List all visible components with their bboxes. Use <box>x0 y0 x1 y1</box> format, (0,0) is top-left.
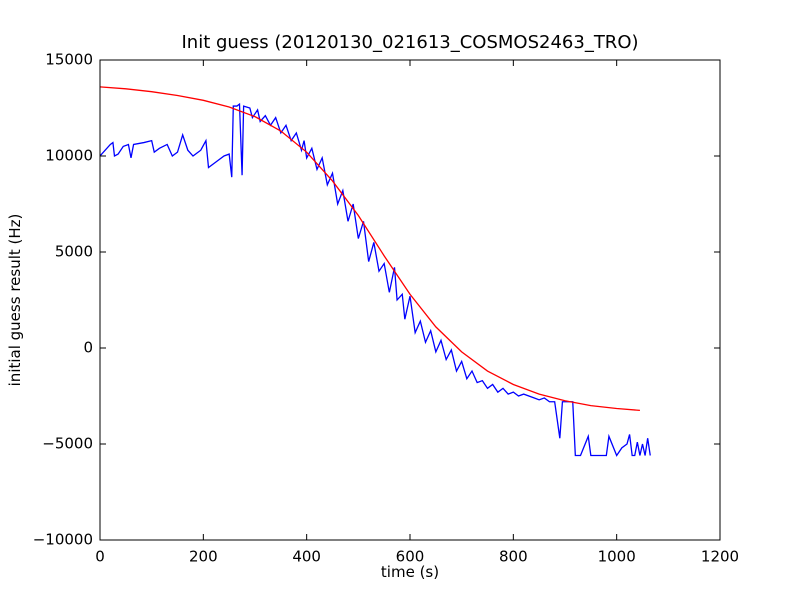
y-tick-label: −5000 <box>42 435 93 453</box>
plot-frame <box>99 59 721 541</box>
x-tick-label: 400 <box>292 548 321 566</box>
chart-title: Init guess (20120130_021613_COSMOS2463_T… <box>181 32 638 53</box>
y-axis-label: initial guess result (Hz) <box>6 214 24 387</box>
x-tick-label: 1200 <box>701 548 739 566</box>
y-tick-label: 15000 <box>45 51 93 69</box>
x-tick-label: 1000 <box>598 548 636 566</box>
x-tick-label: 200 <box>189 548 218 566</box>
x-tick-label: 0 <box>95 548 105 566</box>
x-axis-label: time (s) <box>381 563 439 581</box>
y-tick-label: 0 <box>83 339 93 357</box>
data-line <box>100 86 640 412</box>
y-tick-label: −10000 <box>33 531 93 549</box>
x-tick-label: 600 <box>396 548 425 566</box>
y-tick-label: 10000 <box>45 147 93 165</box>
y-tick-label: 5000 <box>55 243 93 261</box>
x-tick-label: 800 <box>499 548 528 566</box>
